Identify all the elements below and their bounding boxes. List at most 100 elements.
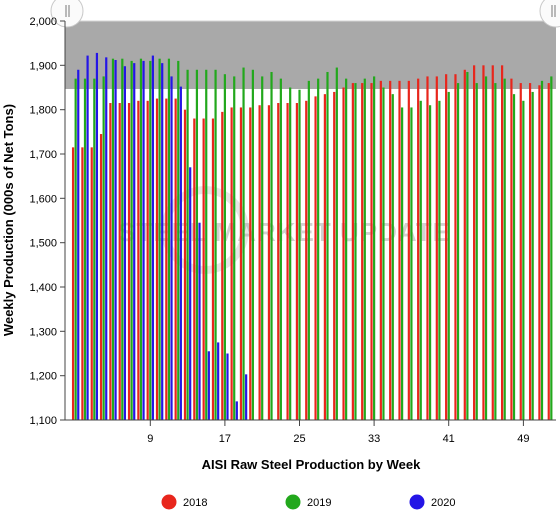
watermark-text: STEEL MARKET UPDATE	[118, 217, 451, 247]
bar-2019-week-12	[177, 60, 180, 421]
bar-2018-week-26	[305, 100, 308, 421]
bar-2018-week-21	[258, 105, 261, 420]
bar-2018-week-36	[398, 80, 401, 420]
bar-2020-week-7	[133, 63, 136, 421]
bar-2018-week-2	[81, 147, 84, 420]
bar-2018-week-4	[99, 134, 103, 421]
bar-2020-week-13	[189, 167, 192, 420]
bar-2019-week-7	[130, 60, 133, 421]
bar-2019-week-21	[261, 76, 264, 421]
axes	[64, 21, 556, 421]
legend-marker-icon	[161, 494, 177, 510]
bar-2019-week-8	[139, 58, 143, 421]
bar-2020-week-12	[179, 86, 182, 421]
range-handle-right[interactable]	[539, 0, 560, 28]
bar-2020-week-18	[235, 401, 238, 420]
bar-2019-week-33	[373, 76, 376, 421]
y-tick-label: 1,700	[29, 149, 57, 161]
x-tick-label: 41	[443, 433, 455, 445]
bar-2019-week-9	[149, 60, 152, 421]
bar-2020-week-6	[123, 66, 126, 420]
bar-2018-week-40	[435, 76, 438, 421]
bar-2019-week-50	[531, 91, 534, 421]
bar-2019-week-30	[345, 78, 348, 420]
watermark: STEEL MARKET UPDATE	[118, 186, 451, 274]
range-handle-left[interactable]	[50, 0, 84, 28]
bar-2018-week-15	[202, 118, 205, 420]
legend: 2018 2019 2020	[161, 494, 456, 510]
bar-2019-week-31	[354, 83, 357, 420]
bar-2018-week-16	[211, 118, 215, 420]
bar-2018-week-7	[127, 103, 131, 421]
bar-2018-week-32	[361, 83, 364, 420]
bar-2018-week-10	[155, 98, 159, 420]
bar-2019-week-22	[270, 71, 273, 420]
y-tick-labels: 1,100 1,200 1,300 1,400 1,500 1,600 1,700 1,800…	[29, 16, 65, 427]
y-tick-label: 1,100	[29, 415, 57, 427]
bar-2020-week-19	[245, 374, 248, 420]
legend-marker-icon	[409, 494, 425, 510]
bar-2018-week-41	[445, 74, 448, 420]
bar-2018-week-35	[389, 80, 392, 420]
bar-2019-week-24	[289, 87, 292, 420]
y-tick-label: 1,900	[29, 60, 57, 72]
bar-2019-week-28	[326, 71, 329, 420]
y-tick-label: 1,500	[29, 238, 57, 250]
bar-2018-week-22	[267, 105, 271, 420]
bar-2018-week-42	[454, 74, 457, 420]
x-axis-title: AISI Raw Steel Production by Week	[202, 457, 421, 472]
bar-2018-week-6	[118, 103, 121, 421]
legend-item-2019[interactable]: 2019	[285, 494, 332, 510]
bar-2018-week-31	[351, 83, 354, 420]
bar-2019-week-15	[205, 69, 208, 421]
bar-2019-week-35	[391, 94, 394, 421]
bar-2019-week-36	[401, 107, 404, 420]
bar-2019-week-23	[279, 78, 282, 420]
bar-2018-week-33	[370, 83, 373, 420]
bar-2018-week-3	[90, 147, 93, 420]
bar-2019-week-26	[307, 80, 310, 420]
bar-2018-week-5	[109, 103, 112, 421]
y-tick-label: 1,200	[29, 371, 57, 383]
bar-2019-week-16	[214, 69, 217, 421]
y-tick-label: 1,400	[29, 282, 57, 294]
bar-2018-week-34	[379, 80, 382, 420]
bar-2018-week-47	[501, 65, 504, 420]
bar-2019-week-10	[158, 58, 161, 421]
bar-2018-week-9	[146, 100, 149, 421]
y-tick-label: 2,000	[29, 16, 57, 28]
x-tick-label: 9	[147, 433, 153, 445]
bar-2018-week-13	[183, 109, 187, 421]
bar-2019-week-3	[93, 78, 96, 420]
bar-2018-week-11	[165, 98, 168, 420]
bar-2019-week-2	[83, 78, 87, 420]
bar-2020-week-14	[198, 222, 201, 420]
bar-2020-week-15	[207, 351, 210, 420]
bar-2018-week-45	[482, 65, 485, 420]
watermark-logo-circle	[161, 186, 249, 274]
y-tick-label: 1,800	[29, 105, 57, 117]
bar-2018-week-20	[249, 107, 252, 420]
bar-2018-week-39	[426, 76, 429, 421]
bar-2018-week-46	[491, 65, 494, 420]
bar-2020-week-11	[170, 76, 173, 421]
bar-2018-week-38	[417, 78, 420, 420]
bar-2019-week-52	[550, 76, 553, 421]
bar-2019-week-51	[540, 80, 544, 420]
bar-2019-week-6	[121, 58, 124, 421]
bar-2018-week-1	[71, 147, 75, 420]
bar-2018-week-48	[510, 78, 513, 420]
legend-item-2018[interactable]: 2018	[161, 494, 208, 510]
bar-2018-week-50	[528, 83, 532, 420]
bar-2020-week-5	[114, 60, 117, 420]
bar-2019-week-38	[419, 100, 422, 421]
range-handle-left-knob[interactable]	[50, 0, 84, 28]
bar-2019-week-45	[484, 76, 488, 421]
bar-2018-week-17	[221, 111, 224, 420]
bar-2018-week-12	[174, 98, 177, 420]
bar-2020-week-1	[77, 69, 80, 421]
legend-item-2020[interactable]: 2020	[409, 494, 456, 510]
x-tick-label: 33	[368, 433, 380, 445]
bar-2019-week-44	[475, 83, 478, 420]
